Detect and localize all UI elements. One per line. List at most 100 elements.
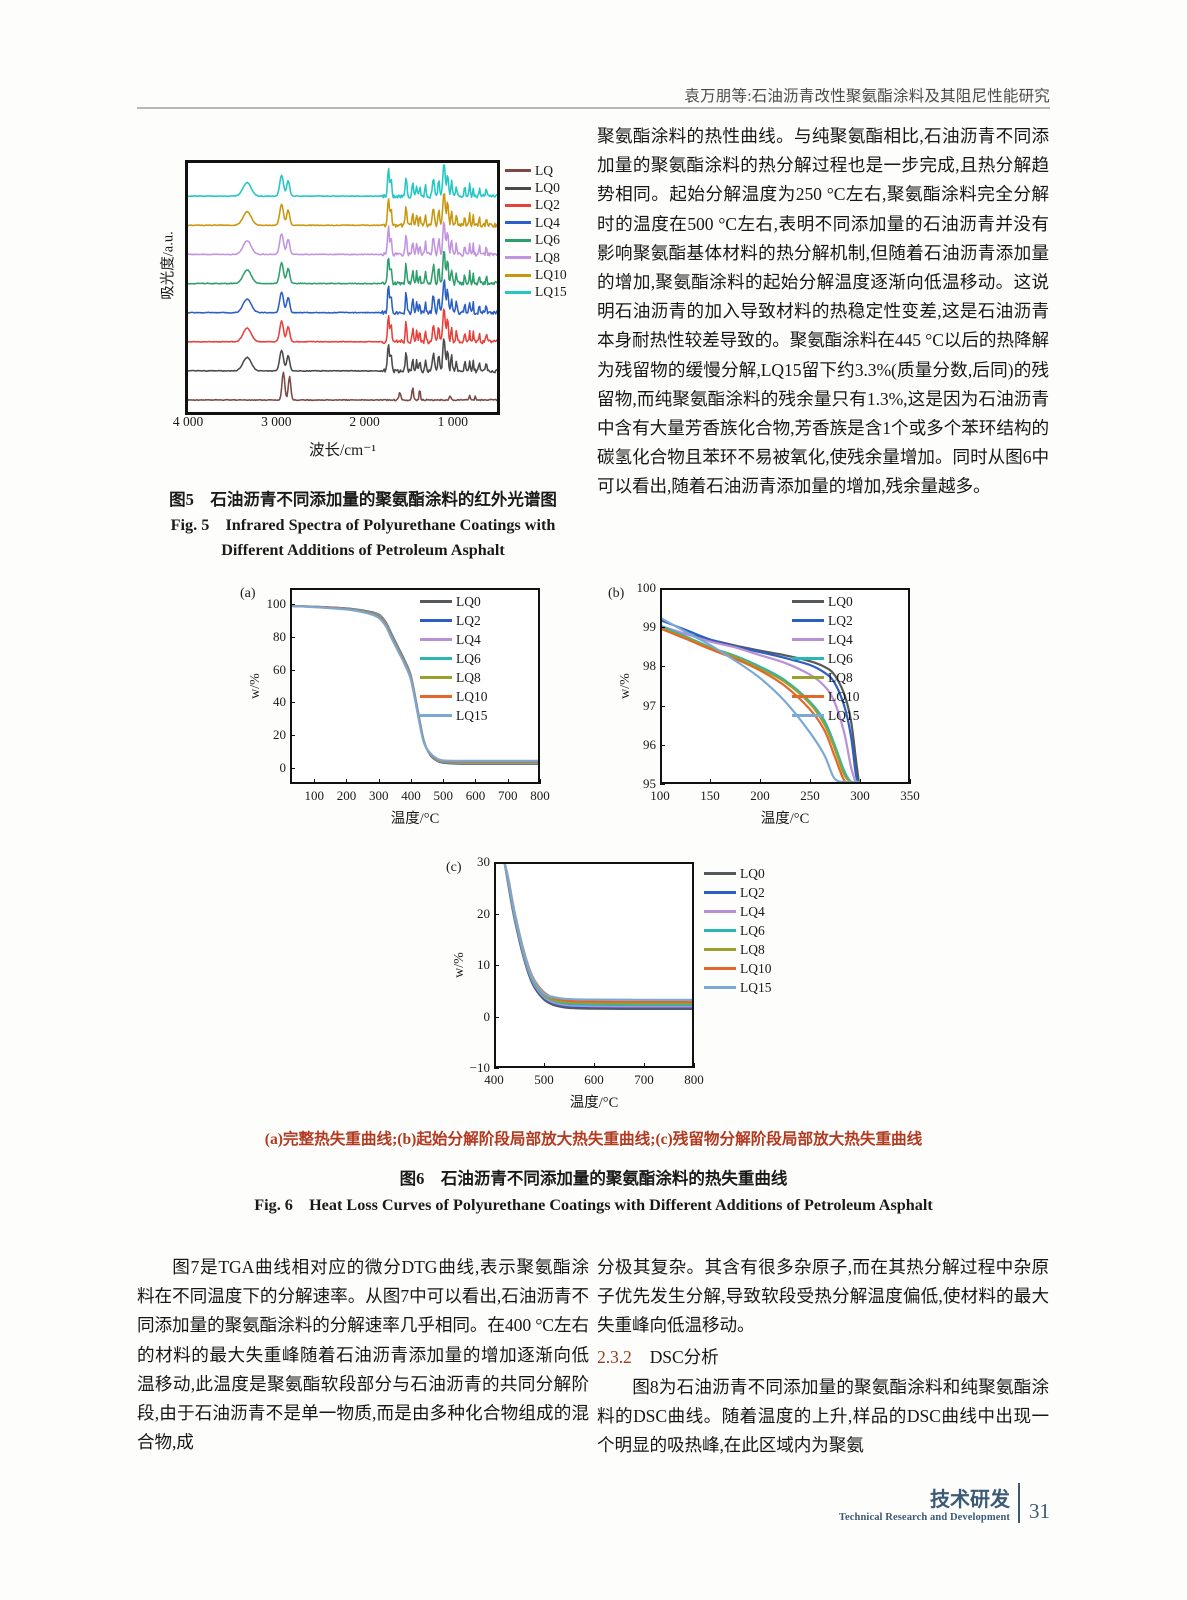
bottom-right-text-column: 分极其复杂。其含有很多杂原子,而在其热分解过程中杂原子优先发生分解,导致软段受热… [597,1253,1049,1460]
fig5-legend-item: LQ8 [505,249,589,266]
fig6b-legend-item: LQ4 [792,630,860,649]
fig5-legend-swatch [505,186,531,190]
fig6b-legend-label: LQ0 [828,593,853,609]
fig6a-y-tickmark [290,604,295,606]
fig6c-y-tickmark [494,1068,499,1069]
fig6a-legend-item: LQ6 [420,649,488,668]
fig5-x-tick: 4 000 [172,414,204,429]
fig6b-x-tickmark [860,779,861,784]
fig6c-y-tick: −10 [469,1060,490,1075]
fig6a-x-tick: 200 [336,788,357,803]
fig6b-legend-label: LQ2 [828,612,853,628]
fig6-caption-subpanels: (a)完整热失重曲线;(b)起始分解阶段局部放大热失重曲线;(c)残留物分解阶段… [264,1131,923,1148]
fig6c-panel-label: (c) [446,860,462,875]
fig6a-x-tick: 600 [465,788,486,803]
figure-5-ir-spectra: 吸光度/a.u. 4 000 3 000 2 000 1 000 波长/cm⁻¹ LQ… [137,150,589,470]
fig6c-legend-item: LQ6 [704,921,772,940]
fig5-legend-label: LQ [535,162,554,178]
fig6a-legend-item: LQ4 [420,630,488,649]
fig6a-y-tick: 40 [273,694,286,710]
section-title: DSC分析 [649,1346,719,1367]
fig5-legend: LQ LQ0 LQ2 LQ4 LQ6 LQ8 LQ10 LQ15 [505,162,589,301]
fig6c-y-tick: 10 [477,957,490,972]
fig6a-legend-label: LQ4 [456,631,481,647]
fig6-caption-cn: 图6 石油沥青不同添加量的聚氨酯涂料的热失重曲线 [399,1169,788,1188]
fig5-x-tick: 1 000 [437,414,469,429]
fig6b-legend-label: LQ10 [828,688,860,704]
fig6b-legend-label: LQ15 [828,707,860,723]
fig6c-curves [503,864,692,1011]
fig6b-legend-item: LQ15 [792,706,860,725]
fig5-caption-en-line1: Fig. 5 Infrared Spectra of Polyurethane … [170,516,556,534]
fig6a-legend-item: LQ2 [420,611,488,630]
fig5-legend-item: LQ0 [505,179,589,196]
fig5-legend-item: LQ6 [505,232,589,249]
fig6c-x-tickmark [644,1063,645,1068]
fig6b-y-tick: 98 [643,658,656,674]
footer-brand-cn: 技术研发 [930,1489,1010,1511]
fig6b-legend-label: LQ6 [828,650,853,666]
top-right-text-column: 聚氨酯涂料的热性曲线。与纯聚氨酯相比,石油沥青不同添加量的聚氨酯涂料的热分解过程… [597,122,1049,502]
fig6b-y-tickmark [660,744,665,746]
fig5-legend-label: LQ8 [535,249,560,265]
footer-brand-en: Technical Research and Development [838,1512,1010,1523]
fig6a-legend-swatch [420,675,452,680]
fig6c-x-tickmark [494,1063,495,1068]
fig6b-x-tick: 100 [650,788,670,803]
fig6b-legend-label: LQ8 [828,669,853,685]
header-rule [137,107,1050,109]
fig6b-legend-item: LQ8 [792,668,860,687]
fig6a-legend-swatch [420,618,452,623]
fig6a-x-tick: 500 [433,788,453,803]
fig6c-x-tick: 400 [484,1072,504,1087]
fig6c-legend-label: LQ8 [740,941,765,957]
fig6a-x-tick: 400 [401,788,421,803]
fig6a-x-tickmark [540,779,541,784]
fig6c-y-tick: 30 [477,854,490,869]
running-head: 袁万朋等:石油沥青改性聚氨酯涂料及其阻尼性能研究 [684,88,1050,105]
fig5-legend-item: LQ [505,162,589,179]
page-number: 31 [1029,1499,1050,1523]
paragraph-thermal-curves: 聚氨酯涂料的热性曲线。与纯聚氨酯相比,石油沥青不同添加量的聚氨酯涂料的热分解过程… [597,126,1049,497]
fig5-legend-item: LQ10 [505,266,589,283]
fig6c-legend-item: LQ8 [704,940,772,959]
fig5-legend-item: LQ4 [505,214,589,231]
fig6b-panel-label: (b) [608,586,625,601]
fig6a-x-tickmark [346,779,348,784]
fig6b-legend-swatch [792,599,824,604]
fig5-x-tick: 3 000 [261,414,292,429]
fig6a-y-tickmark [290,767,295,769]
fig6a-x-tick: 700 [497,788,518,803]
fig6a-x-tick: 800 [530,788,550,803]
paragraph-dsc: 图8为石油沥青不同添加量的聚氨酯涂料和纯聚氨酯涂料的DSC曲线。随着温度的上升,… [597,1376,1049,1456]
fig5-caption-cn: 图5 石油沥青不同添加量的聚氨酯涂料的红外光谱图 [169,490,557,509]
fig6c-plot-area [494,862,694,1068]
section-heading-dsc: 2.3.2 DSC分析 [597,1341,1049,1373]
fig6a-legend-label: LQ10 [456,688,488,704]
fig5-plot-area [185,160,500,415]
fig6a-x-tickmark [475,779,477,784]
fig6b-legend-swatch [792,694,824,699]
fig6b-legend-swatch [792,618,824,623]
fig6b-y-tickmark [660,784,665,785]
fig6b-y-tick: 100 [636,580,657,595]
fig6b-x-tick: 350 [900,788,920,803]
fig5-legend-swatch [505,221,531,225]
fig6b-y-tickmark [660,666,665,668]
fig6b-y-tickmark [660,705,665,707]
figure-6-panel-a: (a) 0 20 40 60 80 100 100 200 300 400 500 600 700 800 w… [232,578,562,833]
fig6b-legend-swatch [792,675,824,680]
fig6b-legend: LQ0 LQ2 LQ4 LQ6 LQ8 LQ10 LQ15 [792,592,860,725]
fig5-legend-swatch [505,238,531,242]
fig6c-legend-swatch [704,871,736,876]
fig6b-plot-area [660,588,910,784]
fig6c-y-tickmark [494,913,499,915]
fig5-legend-label: LQ15 [535,284,567,300]
fig6a-legend-label: LQ15 [456,707,488,723]
fig6a-y-axis-label: w/% [248,673,263,699]
paragraph-dtg: 图7是TGA曲线相对应的微分DTG曲线,表示聚氨酯涂料在不同温度下的分解速率。从… [137,1257,589,1453]
fig6c-y-tick: 0 [483,1008,491,1024]
fig6c-legend-label: LQ6 [740,922,765,938]
fig6b-y-tickmark [660,627,665,629]
